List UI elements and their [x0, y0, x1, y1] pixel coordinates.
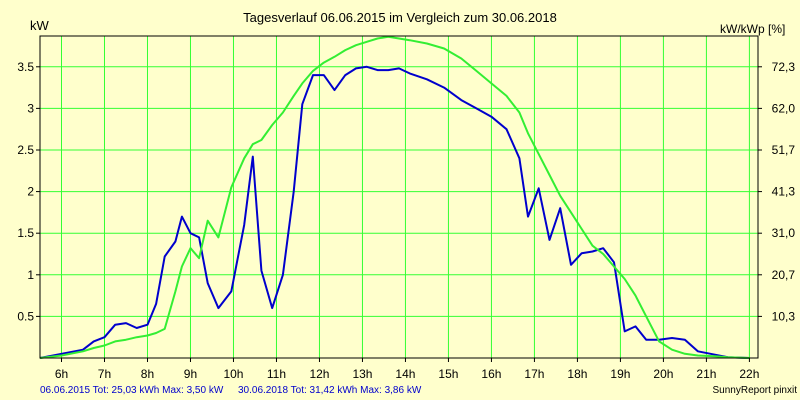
x-tick-label: 17h: [524, 367, 544, 381]
x-axis-ticks: 6h 7h 8h 9h 10h 11h 12h 13h 14h 15h 16h 17h 18h 19h 20…: [55, 358, 759, 381]
series-lines: [39, 35, 750, 359]
y-tick-label: 1.5: [17, 226, 34, 240]
x-tick-label: 6h: [55, 367, 68, 381]
x-tick-label: 11h: [267, 367, 286, 381]
plot-frame: [39, 35, 759, 359]
x-tick-label: 18h: [567, 367, 587, 381]
grid-lines: [40, 36, 758, 358]
footer-series-2-summary: 30.06.2018 Tot: 31,42 kWh Max: 3,86 kW: [238, 385, 422, 396]
y-tick-label: 3: [27, 101, 34, 115]
x-tick-label: 10h: [223, 367, 243, 381]
y2-tick-label: 41,3: [772, 185, 796, 199]
y2-tick-label: 10,3: [772, 309, 796, 323]
footer-credit: SunnyReport pinxit: [713, 385, 798, 396]
x-tick-label: 21h: [696, 367, 716, 381]
x-tick-label: 12h: [309, 367, 329, 381]
footer-series-1-summary: 06.06.2015 Tot: 25,03 kWh Max: 3,50 kW: [40, 385, 224, 396]
series-line-1: [39, 65, 750, 359]
x-tick-label: 8h: [141, 367, 154, 381]
y-tick-label: 2.5: [17, 143, 34, 157]
x-tick-label: 15h: [438, 367, 458, 381]
x-tick-label: 19h: [610, 367, 630, 381]
y-tick-label: 2: [27, 185, 34, 199]
series-line-2: [39, 35, 750, 359]
y-axis-label-left: kW: [30, 18, 50, 33]
y2-tick-label: 62,0: [772, 101, 796, 115]
y-axis-label-right: kW/kWp [%]: [720, 22, 785, 36]
x-tick-label: 16h: [481, 367, 501, 381]
x-tick-label: 13h: [352, 367, 372, 381]
x-tick-label: 9h: [184, 367, 197, 381]
x-tick-label: 22h: [739, 367, 759, 381]
y-tick-label: 1: [27, 268, 34, 282]
y-tick-label: 0.5: [17, 309, 34, 323]
y-axis-ticks-right: 10,3 20,7 31,0 41,3 51,7 62,0 72,3: [758, 60, 796, 323]
y2-tick-label: 51,7: [772, 143, 796, 157]
chart-title: Tagesverlauf 06.06.2015 im Vergleich zum…: [243, 10, 557, 25]
x-tick-label: 14h: [395, 367, 415, 381]
y2-tick-label: 20,7: [772, 268, 796, 282]
x-tick-label: 20h: [653, 367, 673, 381]
y-axis-ticks-left: 0.5 1 1.5 2 2.5 3 3.5: [17, 60, 40, 323]
y2-tick-label: 31,0: [772, 226, 796, 240]
y2-tick-label: 72,3: [772, 60, 796, 74]
x-tick-label: 7h: [98, 367, 111, 381]
y-tick-label: 3.5: [17, 60, 34, 74]
